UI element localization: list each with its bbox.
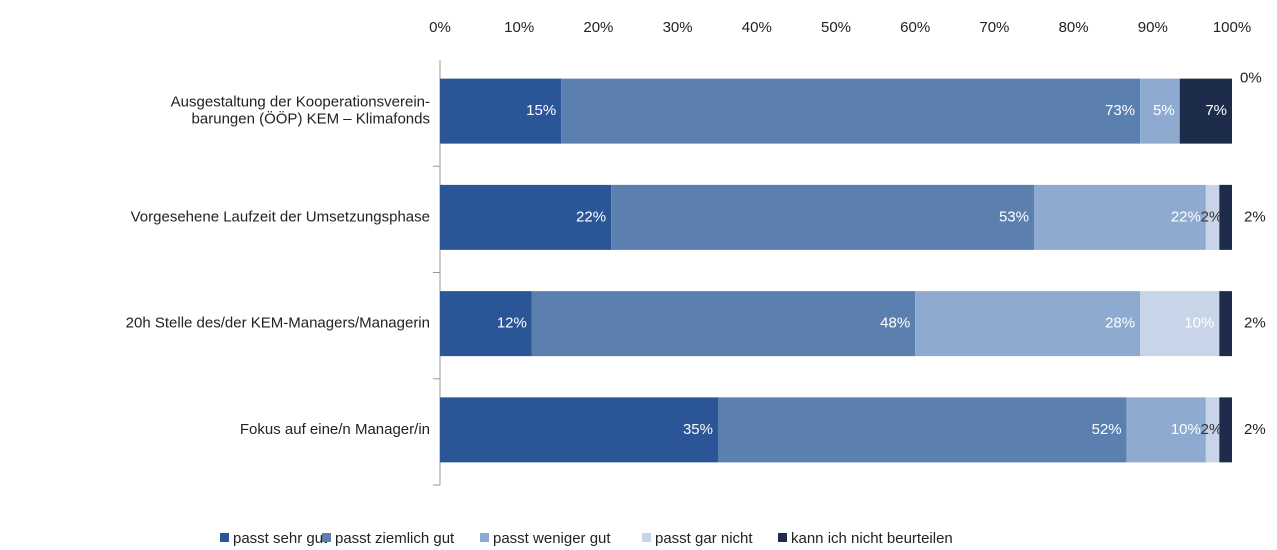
- y-tick-label: Ausgestaltung der Kooperationsverein-bar…: [171, 94, 430, 128]
- bar-segment: [1219, 397, 1232, 463]
- x-tick-label: 30%: [663, 19, 693, 36]
- bar-segment: [440, 397, 718, 463]
- x-tick-label: 20%: [583, 19, 613, 36]
- data-label: 28%: [1105, 315, 1135, 332]
- bar-segment: [611, 184, 1034, 250]
- legend-swatch: [778, 533, 787, 542]
- bar-segment: [1219, 291, 1232, 357]
- x-tick-label: 60%: [900, 19, 930, 36]
- data-label: 22%: [1171, 208, 1201, 225]
- data-label: 5%: [1153, 102, 1175, 119]
- bar-segment: [915, 291, 1141, 357]
- data-label: 2%: [1244, 208, 1266, 225]
- x-tick-label: 90%: [1138, 19, 1168, 36]
- x-tick-label: 100%: [1213, 19, 1251, 36]
- x-tick-label: 0%: [429, 19, 451, 36]
- data-label: 0%: [1240, 70, 1262, 87]
- legend-label: passt gar nicht: [655, 530, 753, 547]
- bar-segment: [1126, 397, 1206, 463]
- y-tick-label: 20h Stelle des/der KEM-Managers/Manageri…: [126, 315, 430, 332]
- data-label: 52%: [1092, 421, 1122, 438]
- y-tick-label: Fokus auf eine/n Manager/in: [240, 421, 430, 438]
- x-tick-label: 40%: [742, 19, 772, 36]
- bar-segment: [1179, 78, 1232, 144]
- data-label: 2%: [1201, 421, 1223, 438]
- legend-label: kann ich nicht beurteilen: [791, 530, 953, 547]
- data-label: 10%: [1171, 421, 1201, 438]
- x-tick-label: 80%: [1059, 19, 1089, 36]
- bar-segment: [1140, 291, 1220, 357]
- y-tick-label: Vorgesehene Laufzeit der Umsetzungsphase: [131, 208, 430, 225]
- data-label: 12%: [497, 315, 527, 332]
- legend-swatch: [642, 533, 651, 542]
- data-label: 35%: [683, 421, 713, 438]
- data-label: 2%: [1244, 421, 1266, 438]
- data-label: 15%: [526, 102, 556, 119]
- legend-swatch: [480, 533, 489, 542]
- bar-segment: [531, 291, 916, 357]
- data-label: 48%: [880, 315, 910, 332]
- data-label: 73%: [1105, 102, 1135, 119]
- bar-segment: [1205, 184, 1220, 250]
- legend-label: passt weniger gut: [493, 530, 611, 547]
- bar-segment: [440, 78, 562, 144]
- legend-swatch: [220, 533, 229, 542]
- legend-swatch: [322, 533, 331, 542]
- bar-segment: [1219, 184, 1232, 250]
- data-label: 10%: [1184, 315, 1214, 332]
- x-tick-label: 10%: [504, 19, 534, 36]
- data-label: 53%: [999, 208, 1029, 225]
- bar-segment: [717, 397, 1127, 463]
- x-tick-label: 70%: [979, 19, 1009, 36]
- bar-segment: [1205, 397, 1220, 463]
- bar-segment: [561, 78, 1141, 144]
- data-label: 22%: [576, 208, 606, 225]
- bar-segment: [1034, 184, 1206, 250]
- data-label: 7%: [1205, 102, 1227, 119]
- data-label: 2%: [1201, 208, 1223, 225]
- bar-segment: [440, 184, 612, 250]
- x-tick-label: 50%: [821, 19, 851, 36]
- legend-label: passt ziemlich gut: [335, 530, 455, 547]
- data-label: 2%: [1244, 315, 1266, 332]
- legend-label: passt sehr gut: [233, 530, 328, 547]
- bar-segment: [440, 291, 532, 357]
